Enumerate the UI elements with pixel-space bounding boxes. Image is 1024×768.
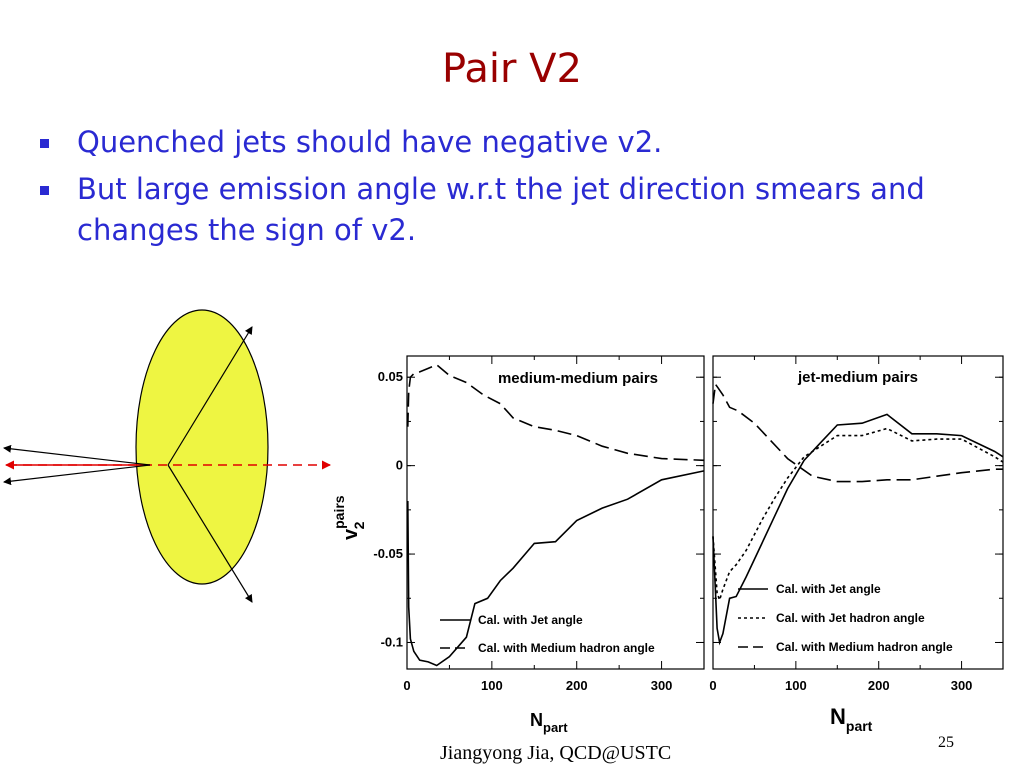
bullet-text: Quenched jets should have negative v2.: [77, 125, 663, 159]
plot-frame: [712, 355, 1004, 670]
y-tick-label: -0.05: [373, 546, 403, 561]
x-tick-label: 300: [651, 678, 673, 693]
medium-ellipse: [135, 309, 269, 585]
y-axis-label: vpairs 2: [331, 495, 367, 540]
series-line: [407, 470, 705, 667]
footer-text: Jiangyong Jia, QCD@USTC: [440, 742, 672, 764]
plot-frame: [406, 355, 705, 670]
bullet-item: Quenched jets should have negative v2.: [40, 122, 980, 163]
chart-title: jet-medium pairs: [797, 369, 918, 386]
upper-left-emission-arrow: [3, 444, 151, 466]
bullet-item: But large emission angle w.r.t the jet d…: [40, 169, 980, 251]
medium-medium-pairs-chart: 0 100 200 300 0.05 0 -0.05 -0.1 medium-medium p…: [331, 355, 705, 735]
legend-label: Cal. with Jet angle: [478, 613, 583, 627]
y-tick-label: 0.05: [378, 369, 403, 384]
x-axis-label: Npart: [530, 710, 568, 735]
lower-right-emission-arrow: [167, 464, 253, 603]
lower-left-emission-arrow: [3, 464, 151, 486]
bullet-text: But large emission angle w.r.t the jet d…: [77, 172, 925, 247]
legend-label: Cal. with Jet angle: [776, 582, 881, 596]
square-bullet-icon: [40, 139, 49, 148]
x-axis-label: Npart: [830, 704, 873, 734]
chart-title: medium-medium pairs: [498, 370, 658, 387]
square-bullet-icon: [40, 186, 49, 195]
x-tick-label: 100: [481, 678, 503, 693]
x-tick-label: 100: [785, 678, 807, 693]
y-tick-label: -0.1: [381, 634, 403, 649]
legend-label: Cal. with Medium hadron angle: [478, 641, 655, 655]
legend-label: Cal. with Jet hadron angle: [776, 611, 925, 625]
x-tick-label: 300: [951, 678, 973, 693]
bullet-list: Quenched jets should have negative v2. B…: [40, 122, 980, 257]
x-tick-label: 200: [566, 678, 588, 693]
series-line: [712, 382, 1003, 483]
jet-emission-diagram: [3, 309, 331, 603]
slide-number: 25: [938, 734, 954, 751]
jet-medium-pairs-chart: 0 100 200 300 jet-medium pairs Cal. with Je…: [709, 355, 1004, 734]
x-tick-label: 0: [403, 678, 410, 693]
y-tick-label: 0: [396, 458, 403, 473]
slide-title: Pair V2: [442, 46, 582, 92]
series-line: [712, 427, 1004, 603]
legend-label: Cal. with Medium hadron angle: [776, 640, 953, 654]
upper-right-emission-arrow: [167, 326, 253, 466]
series-line: [407, 363, 705, 462]
x-tick-label: 200: [868, 678, 890, 693]
series-line: [712, 413, 1004, 646]
x-tick-label: 0: [709, 678, 716, 693]
